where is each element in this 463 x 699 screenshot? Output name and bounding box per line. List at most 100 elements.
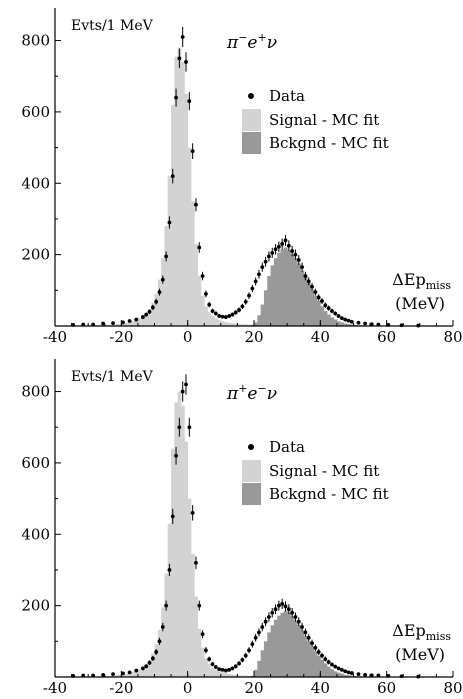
data-point [134,668,139,673]
background-bar [290,616,295,677]
signal-bar [224,673,228,677]
data-point [184,382,188,387]
signal-bar [220,672,225,677]
data-point [313,645,318,650]
signal-bar [194,596,199,677]
data-point [164,254,169,259]
data-point [194,202,198,207]
data-point [247,293,251,298]
signal-bar [114,675,119,677]
signal-bar [207,664,212,677]
signal-bar [227,322,232,326]
data-point [330,309,334,313]
data-point [300,265,304,270]
chart-title: π+e−ν [226,382,277,404]
signal-bar [161,607,165,677]
data-point [346,318,351,323]
data-point [257,630,261,635]
data-point [263,259,268,264]
background-bar [257,660,262,677]
x-tick-label: 60 [377,679,396,697]
signal-bar [181,405,185,677]
y-tick-label: 800 [21,32,50,50]
data-point [306,279,311,284]
signal-bar [174,56,179,327]
data-point [230,666,235,671]
data-point [164,603,169,608]
background-bar [263,290,268,326]
signal-bar [187,498,192,677]
data-point [121,671,125,676]
data-point [144,312,149,317]
background-bar [293,620,298,677]
background-bar [257,315,262,326]
background-bar [277,615,281,677]
data-point [320,299,324,303]
data-point [333,664,338,669]
data-point [310,641,314,646]
background-bar [260,650,265,677]
data-point [243,299,248,304]
background-bar [287,612,291,677]
data-point [184,60,188,64]
data-point [326,660,331,664]
signal-bar [204,306,208,326]
data-point [121,320,125,325]
data-point [280,242,285,246]
background-bar [310,289,315,326]
data-point [316,650,321,654]
signal-bar [184,94,189,327]
title-part-mid: e [247,384,257,404]
data-point [253,635,258,640]
data-point [154,299,159,304]
data-point [323,657,328,662]
background-histogram [247,610,374,677]
data-point [276,244,281,249]
y-tick-label: 200 [21,597,50,615]
x-tick-label: -20 [109,328,133,346]
signal-bar [227,674,232,677]
data-point [233,664,238,669]
title-part-end: ν [267,384,277,404]
data-point [303,630,308,635]
signal-bar [137,669,142,677]
title-part-sup2: − [257,382,266,395]
data-point [220,314,225,319]
legend-data-marker [248,93,254,99]
data-point [303,274,308,278]
data-point [240,657,245,662]
signal-bar [224,322,228,326]
data-points [71,26,421,328]
data-point [174,95,178,100]
data-point [283,604,288,609]
title-part-base: π [226,384,239,404]
y-axis-label: Evts/1 MeV [71,369,154,385]
data-point [217,667,222,672]
data-point [343,669,348,674]
background-bar [277,252,281,326]
signal-bar [151,302,155,326]
data-point [240,304,245,309]
data-point [213,665,218,669]
data-point [223,315,228,319]
x-tick-label: 20 [244,679,263,697]
signal-bar [131,672,135,677]
background-bar [317,655,321,677]
title-part-mid: e [247,33,257,53]
data-point [213,311,218,316]
y-tick-label: 400 [21,525,50,543]
data-point [363,321,368,326]
signal-bar [237,323,242,326]
data-point [180,389,185,394]
background-histogram [247,247,374,326]
data-point [200,632,205,637]
data-point [270,250,275,255]
data-point [339,667,344,672]
background-bar [283,247,288,326]
signal-bar [134,319,139,326]
data-point [134,317,139,322]
signal-bar [118,323,122,326]
signal-bar [127,673,132,677]
background-bar [340,673,344,677]
